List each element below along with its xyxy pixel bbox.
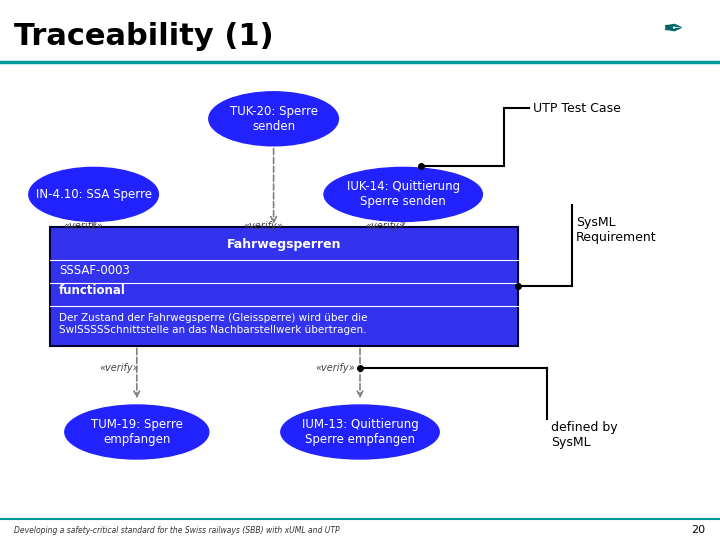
Text: 20: 20	[691, 525, 706, 535]
Text: Fahrwegsperren: Fahrwegsperren	[227, 238, 342, 251]
Text: «verify»: «verify»	[365, 221, 405, 231]
Text: Der Zustand der Fahrwegsperre (Gleissperre) wird über die
SwISSSSSchnittstelle a: Der Zustand der Fahrwegsperre (Gleissper…	[59, 313, 367, 335]
Ellipse shape	[209, 92, 338, 146]
Ellipse shape	[65, 405, 209, 459]
Text: defined by
SysML: defined by SysML	[551, 421, 618, 449]
FancyBboxPatch shape	[50, 227, 518, 346]
Text: Traceability (1): Traceability (1)	[14, 22, 274, 51]
Text: functional: functional	[59, 285, 126, 298]
Text: Developing a safety-critical standard for the Swiss railways (SBB) with xUML and: Developing a safety-critical standard fo…	[14, 526, 340, 535]
Text: IN-4.10: SSA Sperre: IN-4.10: SSA Sperre	[35, 188, 152, 201]
Text: TUK-20: Sperre
senden: TUK-20: Sperre senden	[230, 105, 318, 133]
Text: ✒: ✒	[662, 18, 684, 42]
Text: «verify»: «verify»	[99, 363, 139, 373]
Text: TUM-19: Sperre
empfangen: TUM-19: Sperre empfangen	[91, 418, 183, 446]
Text: IUM-13: Quittierung
Sperre empfangen: IUM-13: Quittierung Sperre empfangen	[302, 418, 418, 446]
Ellipse shape	[29, 167, 158, 221]
Text: «verify»: «verify»	[63, 221, 103, 231]
Text: «verify»: «verify»	[315, 363, 355, 373]
Text: UTP Test Case: UTP Test Case	[533, 102, 621, 114]
Text: SSSAF-0003: SSSAF-0003	[59, 264, 130, 277]
Text: SysML
Requirement: SysML Requirement	[576, 216, 657, 244]
Text: «verify»: «verify»	[243, 221, 283, 231]
Ellipse shape	[281, 405, 439, 459]
Text: IUK-14: Quittierung
Sperre senden: IUK-14: Quittierung Sperre senden	[346, 180, 460, 208]
Ellipse shape	[324, 167, 482, 221]
